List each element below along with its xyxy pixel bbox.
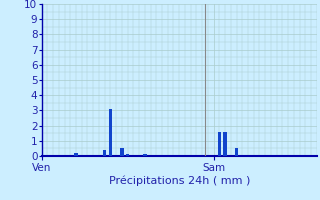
Bar xyxy=(235,148,238,156)
Bar xyxy=(218,132,221,156)
Bar xyxy=(223,132,227,156)
Bar xyxy=(126,154,129,156)
Bar xyxy=(143,154,147,156)
X-axis label: Précipitations 24h ( mm ): Précipitations 24h ( mm ) xyxy=(108,176,250,186)
Bar xyxy=(109,109,112,156)
Bar xyxy=(120,148,124,156)
Bar xyxy=(74,153,78,156)
Bar xyxy=(103,150,106,156)
